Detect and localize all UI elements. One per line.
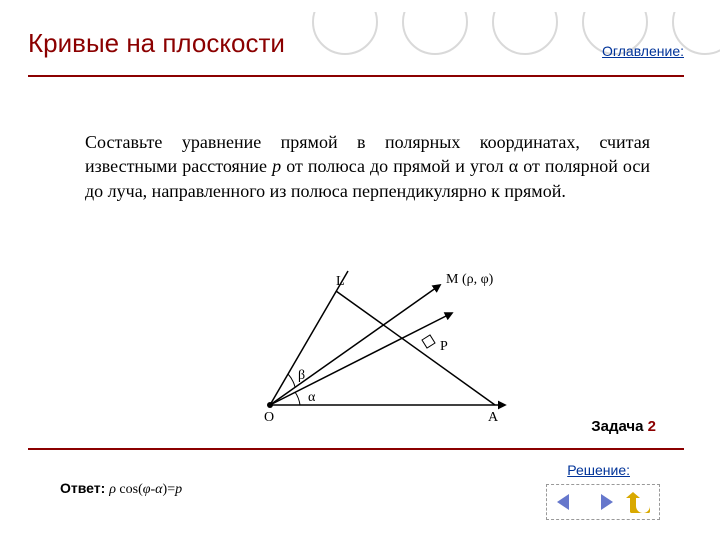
task-label-prefix: Задача: [591, 418, 647, 435]
label-beta: β: [298, 368, 305, 383]
label-O: O: [264, 410, 274, 425]
geometry-diagram: O A L P M (ρ, φ) α β: [240, 255, 530, 425]
problem-text: Составьте уравнение прямой в полярных ко…: [85, 130, 650, 203]
solution-link[interactable]: Решение:: [567, 462, 630, 478]
label-L: L: [336, 274, 345, 289]
label-A: A: [488, 410, 499, 425]
label-alpha: α: [308, 390, 316, 405]
answer-formula: ρ cos(φ-α)=p: [109, 482, 182, 497]
problem-part-1: от полюса до прямой и угол: [281, 156, 509, 176]
answer-label: Ответ:: [60, 480, 105, 496]
prev-button[interactable]: [549, 487, 585, 517]
label-M: M (ρ, φ): [446, 272, 494, 287]
var-alpha: α: [509, 156, 518, 176]
title-bar: Кривые на плоскости Оглавление:: [28, 28, 684, 77]
nav-button-group: [546, 484, 660, 520]
answer-line: Ответ: ρ cos(φ-α)=p: [60, 480, 182, 498]
var-p: p: [272, 156, 281, 176]
label-P: P: [440, 339, 448, 354]
section-divider: [28, 448, 684, 450]
page-title: Кривые на плоскости: [28, 28, 285, 59]
next-button[interactable]: [585, 487, 621, 517]
task-label: Задача 2: [591, 418, 656, 435]
task-label-number: 2: [648, 418, 656, 435]
return-button[interactable]: [621, 487, 657, 517]
toc-link[interactable]: Оглавление:: [602, 43, 684, 59]
